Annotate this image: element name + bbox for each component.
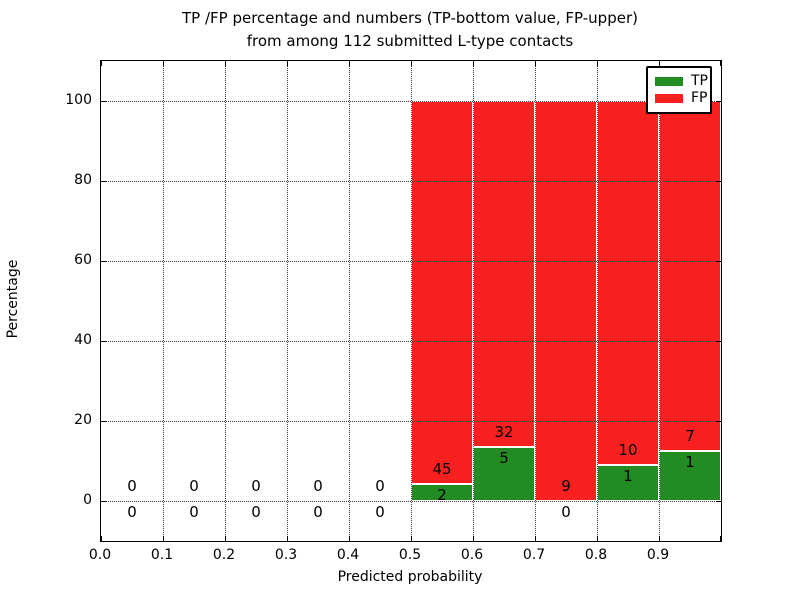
x-tick-label: 0.9 bbox=[646, 547, 670, 563]
x-tickmark bbox=[225, 61, 226, 66]
x-gridline bbox=[349, 61, 350, 541]
x-tick-label: 0.0 bbox=[88, 547, 112, 563]
y-tickmark bbox=[716, 341, 721, 342]
x-tickmark bbox=[597, 61, 598, 66]
legend: TP FP bbox=[646, 66, 712, 114]
tp-bar bbox=[473, 446, 535, 501]
x-tickmark bbox=[473, 61, 474, 66]
x-tickmark bbox=[101, 61, 102, 66]
y-tickmark bbox=[716, 261, 721, 262]
y-tickmark bbox=[716, 501, 721, 502]
x-tickmark bbox=[225, 536, 226, 541]
fp-count-label: 0 bbox=[127, 477, 137, 495]
x-tick-label: 0.4 bbox=[336, 547, 360, 563]
x-tickmark bbox=[720, 61, 721, 66]
y-tickmark bbox=[101, 421, 106, 422]
x-tickmark bbox=[349, 61, 350, 66]
tp-count-label: 0 bbox=[189, 503, 199, 521]
tp-count-label: 1 bbox=[623, 466, 633, 485]
x-tick-label: 0.2 bbox=[212, 547, 236, 563]
y-tickmark bbox=[716, 181, 721, 182]
fp-count-label: 7 bbox=[685, 427, 695, 445]
fp-legend-swatch-icon bbox=[655, 94, 683, 103]
tp-count-label: 0 bbox=[561, 503, 571, 521]
x-tickmark bbox=[287, 61, 288, 66]
x-tickmark bbox=[535, 61, 536, 66]
x-tick-label: 0.7 bbox=[522, 547, 546, 563]
y-tick-label: 0 bbox=[83, 492, 92, 508]
x-gridline bbox=[287, 61, 288, 541]
tp-count-label: 0 bbox=[375, 503, 385, 521]
x-gridline bbox=[163, 61, 164, 541]
fp-legend-label: FP bbox=[691, 90, 708, 106]
x-tickmark bbox=[411, 536, 412, 541]
fp-bar bbox=[473, 101, 535, 447]
x-tick-label: 0.5 bbox=[398, 547, 422, 563]
fp-count-label: 9 bbox=[561, 477, 571, 495]
x-tickmark bbox=[473, 536, 474, 541]
y-tick-label: 20 bbox=[74, 412, 92, 428]
y-tickmark bbox=[101, 101, 106, 102]
y-axis-label: Percentage bbox=[5, 259, 21, 339]
tp-count-label: 2 bbox=[437, 485, 447, 504]
plot-area: TP FP 0 0 0 0 0 0 0 0 0 0 45 2 32 5 9 0 10 1 7 1 bbox=[100, 60, 722, 542]
x-tickmark bbox=[411, 61, 412, 66]
chart-title-line2: from among 112 submitted L-type contacts bbox=[246, 32, 574, 50]
y-tickmark bbox=[101, 181, 106, 182]
fp-count-label: 0 bbox=[251, 477, 261, 495]
x-axis-label: Predicted probability bbox=[337, 569, 483, 585]
tp-count-label: 0 bbox=[127, 503, 137, 521]
tp-count-label: 0 bbox=[313, 503, 323, 521]
tp-legend-label: TP bbox=[691, 73, 708, 89]
legend-row-tp: TP bbox=[655, 73, 708, 90]
tp-count-label: 5 bbox=[499, 448, 509, 467]
y-tick-label: 100 bbox=[65, 92, 92, 108]
fp-bar bbox=[535, 101, 597, 501]
y-tickmark bbox=[101, 341, 106, 342]
tp-count-label: 1 bbox=[685, 453, 695, 471]
legend-row-fp: FP bbox=[655, 90, 708, 107]
fp-count-label: 45 bbox=[432, 459, 452, 478]
x-tick-label: 0.6 bbox=[460, 547, 484, 563]
x-tickmark bbox=[659, 536, 660, 541]
y-tick-label: 60 bbox=[74, 252, 92, 268]
tp-legend-swatch-icon bbox=[655, 77, 683, 86]
y-tickmark bbox=[716, 101, 721, 102]
x-tickmark bbox=[101, 536, 102, 541]
y-tickmark bbox=[101, 261, 106, 262]
y-gridline bbox=[101, 501, 721, 502]
fp-count-label: 0 bbox=[189, 477, 199, 495]
y-tick-label: 40 bbox=[74, 332, 92, 348]
fp-bar bbox=[597, 101, 659, 465]
x-tickmark bbox=[597, 536, 598, 541]
x-tickmark bbox=[720, 536, 721, 541]
x-tick-label: 0.3 bbox=[274, 547, 298, 563]
y-tickmark bbox=[716, 421, 721, 422]
fp-count-label: 10 bbox=[618, 440, 638, 459]
x-gridline bbox=[225, 61, 226, 541]
chart-title-line1: TP /FP percentage and numbers (TP-bottom… bbox=[182, 9, 638, 27]
fp-count-label: 0 bbox=[313, 477, 323, 495]
y-tickmark bbox=[101, 501, 106, 502]
x-tick-label: 0.1 bbox=[150, 547, 174, 563]
x-tickmark bbox=[535, 536, 536, 541]
fp-count-label: 32 bbox=[494, 422, 514, 441]
chart-title: TP /FP percentage and numbers (TP-bottom… bbox=[100, 7, 720, 53]
x-tickmark bbox=[287, 536, 288, 541]
y-tick-label: 80 bbox=[74, 172, 92, 188]
tp-bar bbox=[659, 451, 721, 501]
x-tick-label: 0.8 bbox=[584, 547, 608, 563]
fp-count-label: 0 bbox=[375, 477, 385, 495]
tp-count-label: 0 bbox=[251, 503, 261, 521]
x-tickmark bbox=[163, 61, 164, 66]
x-tickmark bbox=[163, 536, 164, 541]
fp-bar bbox=[659, 101, 721, 451]
fp-bar bbox=[411, 101, 473, 484]
x-tickmark bbox=[349, 536, 350, 541]
tp-bar bbox=[597, 464, 659, 501]
